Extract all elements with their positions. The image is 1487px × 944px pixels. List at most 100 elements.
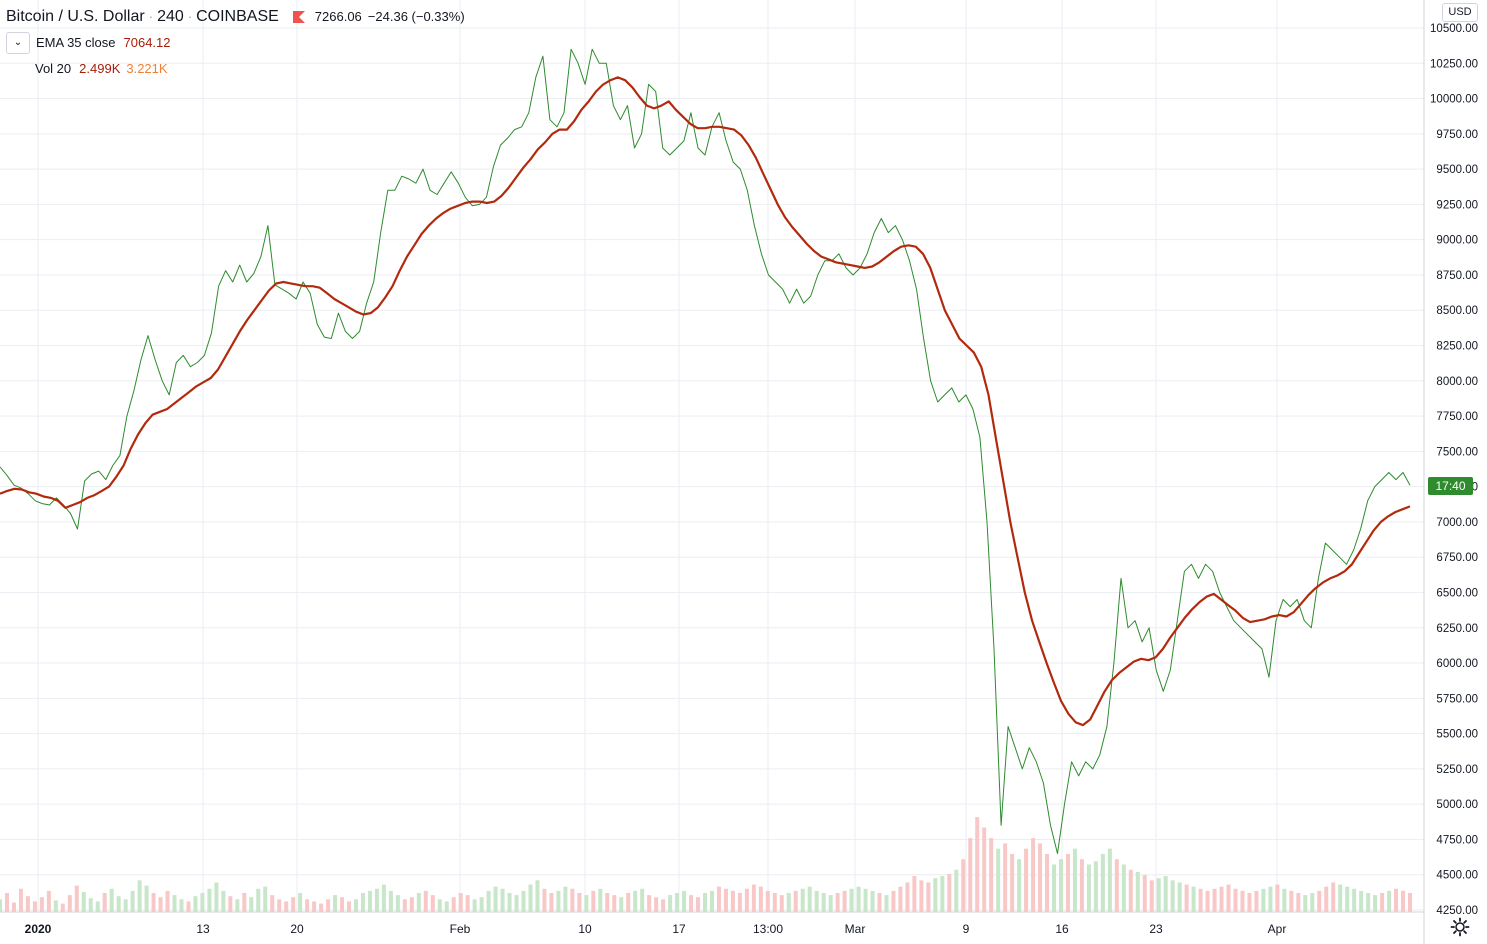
- price-tick-label: 5250.00: [1436, 764, 1478, 776]
- flag-icon[interactable]: [292, 11, 305, 23]
- volume-bar: [1156, 878, 1161, 912]
- volume-bar: [598, 888, 603, 912]
- volume-bar: [46, 890, 51, 912]
- price-line[interactable]: [0, 48, 1411, 855]
- volume-bar: [1359, 890, 1364, 912]
- volume-bar: [116, 896, 121, 912]
- volume-bar: [1205, 890, 1210, 912]
- volume-bar: [1135, 871, 1140, 912]
- volume-bar: [1240, 890, 1245, 912]
- time-tick-label: Apr: [1268, 922, 1287, 936]
- volume-bar: [284, 901, 289, 912]
- volume-bar: [1275, 884, 1280, 912]
- volume-bar: [1254, 890, 1259, 912]
- volume-bar: [765, 890, 770, 912]
- volume-bar: [1401, 890, 1406, 912]
- price-tick-label: 7500.00: [1436, 446, 1478, 458]
- volume-bar: [347, 901, 352, 912]
- volume-bar: [556, 890, 561, 912]
- price-tick-label: 8750.00: [1436, 270, 1478, 282]
- volume-bar: [151, 893, 156, 912]
- chart-legend: Bitcoin / U.S. Dollar · 240 · COINBASE 7…: [6, 4, 465, 82]
- price-tick-label: 9250.00: [1436, 199, 1478, 211]
- time-tick-label: 10: [578, 922, 592, 936]
- volume-bar: [137, 880, 142, 912]
- volume-bar: [689, 895, 694, 912]
- volume-bar: [633, 890, 638, 912]
- volume-bar: [1024, 848, 1029, 912]
- volume-bar: [270, 895, 275, 912]
- volume-bar: [675, 893, 680, 912]
- ema-line[interactable]: [0, 76, 1411, 727]
- volume-bar: [1163, 876, 1168, 912]
- volume-bar: [668, 895, 673, 912]
- volume-bar: [74, 885, 79, 912]
- volume-bar: [305, 899, 310, 912]
- volume-label[interactable]: Vol 20: [35, 61, 72, 76]
- volume-bar: [263, 886, 268, 912]
- volume-bar: [919, 880, 924, 912]
- interval[interactable]: 240: [157, 8, 184, 25]
- volume-bar: [109, 888, 114, 912]
- gear-icon[interactable]: [1450, 917, 1470, 937]
- volume-bar: [737, 893, 742, 912]
- volume-bar: [186, 901, 191, 912]
- volume-bar: [821, 893, 826, 912]
- volume-bar: [1352, 888, 1357, 912]
- volume-bar: [228, 896, 233, 912]
- time-axis[interactable]: 2020 13 20 Feb 10 17 13:00 Mar 9 16 23 Apr: [25, 922, 1287, 936]
- series-lines: [0, 48, 1411, 855]
- price-tick-label: 4750.00: [1436, 834, 1478, 846]
- volume-bar: [1247, 893, 1252, 912]
- volume-bar: [207, 888, 212, 912]
- volume-bar: [402, 899, 407, 912]
- separator: ·: [148, 9, 154, 24]
- volume-bar: [891, 890, 896, 912]
- volume-bar: [730, 890, 735, 912]
- volume-bar: [1177, 882, 1182, 912]
- price-tick-label: 5000.00: [1436, 799, 1478, 811]
- volume-bar: [716, 886, 721, 912]
- volume-bar: [975, 817, 980, 912]
- volume-bar: [291, 897, 296, 912]
- volume-bar: [1261, 888, 1266, 912]
- volume-bar: [828, 895, 833, 912]
- exchange[interactable]: COINBASE: [196, 8, 279, 25]
- volume-bar: [486, 890, 491, 912]
- volume-bar: [479, 897, 484, 912]
- grid-lines: [0, 0, 1424, 912]
- volume-bar: [221, 890, 226, 912]
- chevron-down-icon[interactable]: ⌄: [6, 32, 30, 54]
- volume-bar: [409, 897, 414, 912]
- volume-row[interactable]: Vol 20 2.499K 3.221K: [6, 56, 465, 82]
- volume-bar: [172, 895, 177, 912]
- volume-bar: [905, 882, 910, 912]
- price-axis[interactable]: 10500.00 10250.00 10000.00 9750.00 9500.00 92…: [1430, 23, 1478, 917]
- volume-bar: [814, 890, 819, 912]
- volume-bar: [577, 893, 582, 912]
- volume-bar: [11, 902, 16, 912]
- volume-bar: [521, 890, 526, 912]
- ema-label[interactable]: EMA 35 close: [36, 35, 116, 50]
- volume-bar: [319, 903, 324, 912]
- volume-bar: [1324, 886, 1329, 912]
- volume-bar: [758, 886, 763, 912]
- symbol-name[interactable]: Bitcoin / U.S. Dollar: [6, 8, 145, 25]
- volume-bar: [563, 886, 568, 912]
- currency-label[interactable]: USD: [1442, 3, 1478, 22]
- time-tick-label: 16: [1055, 922, 1069, 936]
- volume-bar: [696, 897, 701, 912]
- volume-bar: [200, 893, 205, 912]
- volume-bar: [1373, 895, 1378, 912]
- time-tick-label: 13: [196, 922, 210, 936]
- volume-bar: [542, 888, 547, 912]
- volume-bar: [640, 888, 645, 912]
- volume-bar: [612, 895, 617, 912]
- volume-bar: [1289, 890, 1294, 912]
- volume-bar: [626, 893, 631, 912]
- time-tick-label: Feb: [450, 922, 471, 936]
- ema-row[interactable]: ⌄ EMA 35 close 7064.12: [6, 30, 465, 56]
- price-tick-label: 9500.00: [1436, 164, 1478, 176]
- volume-bar: [968, 838, 973, 912]
